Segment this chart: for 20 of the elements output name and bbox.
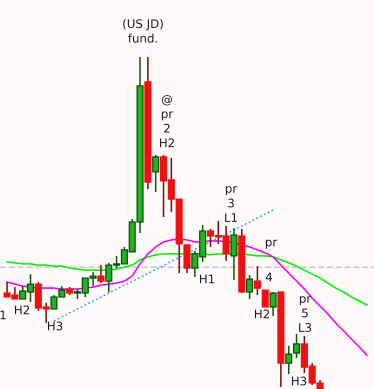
annotation: pr 5 L3 — [299, 296, 312, 332]
annotation: H3 — [292, 376, 306, 386]
annotation: pr — [266, 240, 278, 249]
candlestick — [152, 154, 160, 193]
annotation: H3 — [48, 321, 62, 330]
candlestick — [270, 291, 277, 317]
annotation: H2 — [14, 305, 30, 314]
annotation: @ pr 2 H2 — [160, 95, 174, 148]
text: (US JD) fund. — [123, 19, 163, 43]
candlestick — [262, 289, 269, 308]
annotation: pr 3 L1 — [225, 186, 238, 222]
candlestick — [183, 244, 191, 274]
annotation: H1 — [200, 274, 214, 284]
annotation: 1 — [0, 310, 6, 320]
candlestick — [230, 227, 238, 281]
candlestick — [246, 274, 254, 300]
candlestick — [97, 264, 104, 284]
annotation: H2 — [254, 309, 270, 318]
candlestick — [254, 265, 261, 296]
annotation: 4 — [266, 272, 272, 282]
